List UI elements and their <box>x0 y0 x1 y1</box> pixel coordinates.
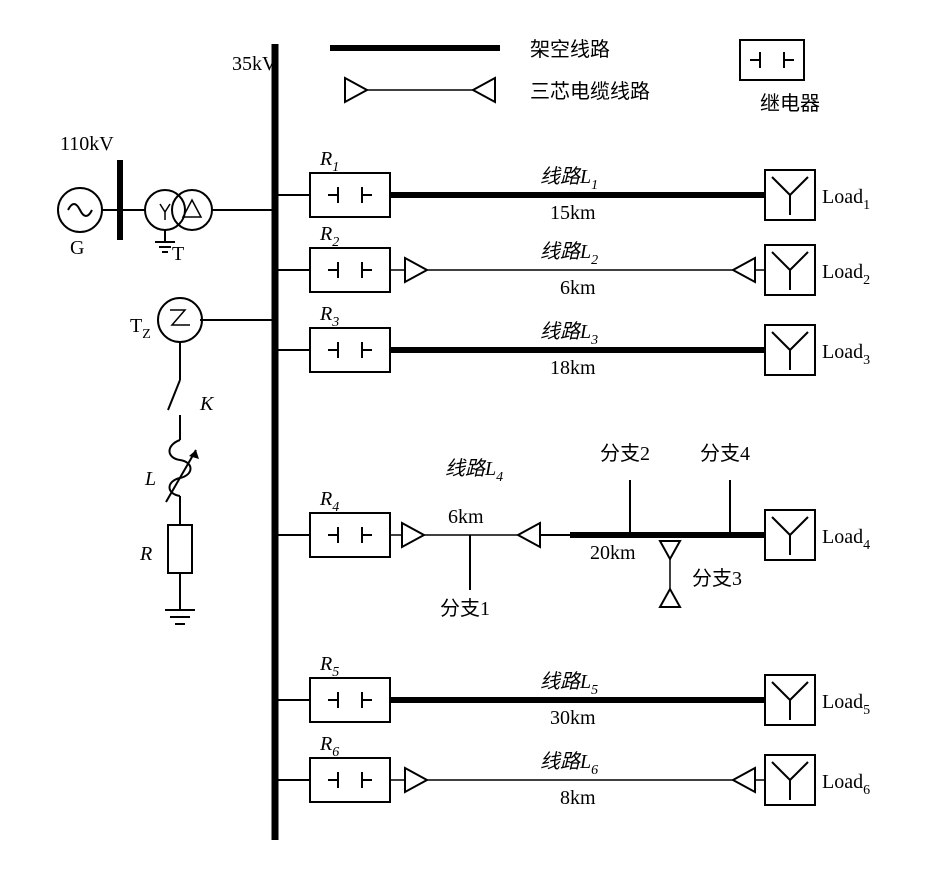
line-6-label: 线路L6 <box>540 751 598 778</box>
relay-5-icon <box>310 678 390 722</box>
load-3-icon <box>765 325 815 375</box>
legend-overhead-label: 架空线路 <box>530 38 610 61</box>
line-2-label: 线路L2 <box>540 241 598 268</box>
inductor-icon <box>170 440 191 496</box>
feeder-1: R1 线路L1 15km Load1 <box>275 148 870 224</box>
grounding-branch: TZ K L R <box>130 298 275 624</box>
load-6-label: Load6 <box>822 771 870 798</box>
legend-relay-label: 继电器 <box>760 92 820 115</box>
label-L: L <box>144 468 156 490</box>
relay-2-icon <box>310 248 390 292</box>
relay-1-icon <box>310 173 390 217</box>
feeder-6: R6 线路L6 8km Load6 <box>275 733 870 809</box>
relay-3-icon <box>310 328 390 372</box>
relay-5-label: R5 <box>319 653 339 680</box>
source-side: 110kV G T <box>58 133 275 265</box>
branch-3-label: 分支3 <box>692 567 742 590</box>
load-1-label: Load1 <box>822 186 870 213</box>
line-1-label: 线路L1 <box>540 166 598 193</box>
load-6-icon <box>765 755 815 805</box>
branch-4-label: 分支4 <box>700 442 750 465</box>
load-2-label: Load2 <box>822 261 870 288</box>
dist-1: 15km <box>550 202 596 224</box>
label-110kv: 110kV <box>60 133 114 155</box>
legend-cable-label: 三芯电缆线路 <box>530 80 650 103</box>
legend: 架空线路 三芯电缆线路 继电器 <box>330 38 820 115</box>
label-K: K <box>199 393 215 415</box>
label-Tz: TZ <box>130 315 151 342</box>
switch-K-icon <box>168 380 180 410</box>
dist-2: 6km <box>560 277 596 299</box>
relay-3-label: R3 <box>319 303 339 330</box>
load-5-icon <box>765 675 815 725</box>
dist-4b: 20km <box>590 542 636 564</box>
tz-icon <box>158 298 202 342</box>
relay-6-label: R6 <box>319 733 339 760</box>
branch-1-label: 分支1 <box>440 597 490 620</box>
resistor-icon <box>168 525 192 573</box>
load-2-icon <box>765 245 815 295</box>
load-4-icon <box>765 510 815 560</box>
feeder-3: R3 线路L3 18km Load3 <box>275 303 870 379</box>
feeder-4: R4 线路L4 6km 分支1 20km 分支2 分支4 分支3 Load4 <box>275 442 870 620</box>
load-1-icon <box>765 170 815 220</box>
load-3-label: Load3 <box>822 341 870 368</box>
label-35kv: 35kV <box>232 53 277 75</box>
line-4-label: 线路L4 <box>445 458 503 485</box>
branch-2-label: 分支2 <box>600 442 650 465</box>
dist-4a: 6km <box>448 506 484 528</box>
feeder-5: R5 线路L5 30km Load5 <box>275 653 870 729</box>
label-G: G <box>70 237 84 259</box>
relay-4-label: R4 <box>319 488 339 515</box>
label-T: T <box>172 243 184 265</box>
relay-4-icon <box>310 513 390 557</box>
load-4-label: Load4 <box>822 526 870 553</box>
relay-2-label: R2 <box>319 223 339 250</box>
dist-3: 18km <box>550 357 596 379</box>
line-5-label: 线路L5 <box>540 671 598 698</box>
label-R: R <box>139 543 152 565</box>
load-5-label: Load5 <box>822 691 870 718</box>
relay-1-label: R1 <box>319 148 339 175</box>
feeder-2: R2 线路L2 6km Load2 <box>275 223 870 299</box>
relay-6-icon <box>310 758 390 802</box>
line-3-label: 线路L3 <box>540 321 598 348</box>
dist-5: 30km <box>550 707 596 729</box>
dist-6: 8km <box>560 787 596 809</box>
